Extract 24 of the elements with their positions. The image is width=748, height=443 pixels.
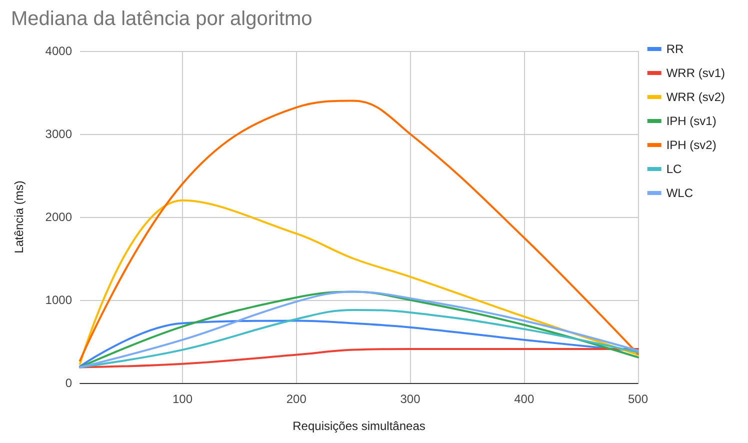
- y-tick-label: 0: [65, 376, 72, 390]
- chart-title: Mediana da latência por algoritmo: [11, 8, 312, 30]
- line-series: [79, 290, 639, 368]
- y-tick-label: 2000: [45, 210, 72, 224]
- legend-label: WRR (sv1): [666, 66, 726, 80]
- line-series: [79, 308, 639, 368]
- y-tick-label: 3000: [45, 127, 72, 141]
- y-tick-label: 4000: [45, 44, 72, 58]
- x-tick-label: 300: [400, 392, 421, 406]
- x-tick-label: 400: [514, 392, 534, 406]
- legend-label: WRR (sv2): [666, 90, 726, 104]
- legend-label: RR: [666, 42, 684, 56]
- legend-label: LC: [666, 162, 682, 176]
- y-axis-title: Latência (ms): [12, 180, 26, 254]
- legend-label: IPH (sv2): [666, 138, 716, 152]
- line-series: [79, 100, 639, 362]
- x-tick-label: 500: [628, 392, 648, 406]
- line-series: [79, 199, 639, 365]
- x-axis-title: Requisições simultâneas: [292, 419, 426, 433]
- y-tick-label: 1000: [45, 293, 72, 307]
- legend-label: IPH (sv1): [666, 114, 716, 128]
- legend-label: WLC: [666, 186, 694, 200]
- x-tick-label: 200: [286, 392, 307, 406]
- x-tick-label: 100: [172, 392, 193, 406]
